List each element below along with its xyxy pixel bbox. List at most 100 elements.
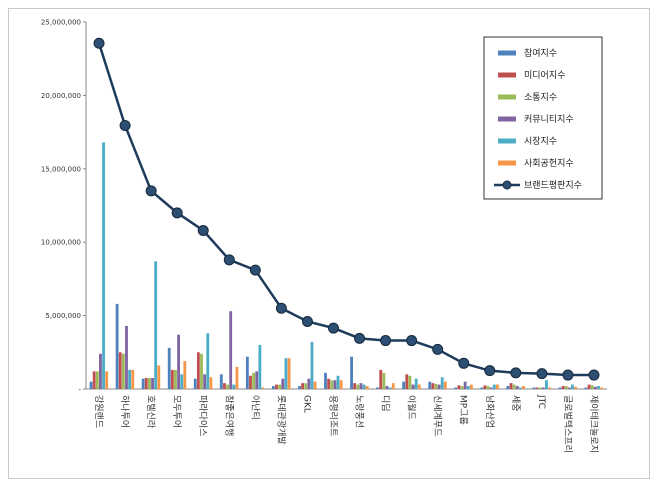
bar <box>417 384 421 389</box>
bar <box>252 372 256 389</box>
legend-swatch <box>498 94 516 100</box>
bar <box>183 361 187 389</box>
bar <box>518 387 522 389</box>
bar <box>102 142 105 389</box>
bar <box>545 380 548 389</box>
bar <box>115 303 119 389</box>
category-label: 호텔신라 <box>145 395 157 429</box>
bar <box>223 383 226 389</box>
bar <box>405 374 409 389</box>
bar <box>564 386 568 389</box>
bar <box>333 380 337 389</box>
bar <box>359 383 363 389</box>
legend-swatch <box>498 50 516 56</box>
bar <box>131 369 135 389</box>
bar <box>567 387 571 389</box>
bar <box>440 377 444 389</box>
bar <box>356 384 360 389</box>
line-point <box>484 365 496 377</box>
category-labels: 강원랜드 하나투어 호텔신라 모두투어 파라다이스 참좋은여행 아난티 롯데관광개발 GKL 용평… <box>93 394 599 453</box>
bar <box>148 377 151 389</box>
line-point <box>562 369 574 381</box>
bar <box>193 378 197 389</box>
bar <box>196 352 200 389</box>
legend-swatch <box>498 72 516 78</box>
bar <box>304 383 308 389</box>
legend-swatch <box>498 116 516 122</box>
line-point <box>249 264 261 276</box>
line-point <box>275 302 287 314</box>
legend-swatch <box>498 160 516 166</box>
line-point <box>145 185 157 197</box>
category-label: 강원랜드 <box>93 395 104 428</box>
bar <box>443 381 447 389</box>
bar <box>353 383 357 389</box>
category-label: 모두투어 <box>171 395 182 428</box>
bar <box>460 386 464 389</box>
bar <box>226 384 229 389</box>
bar <box>509 383 513 389</box>
bar <box>515 386 519 389</box>
bar <box>174 369 177 389</box>
line-point <box>588 369 600 381</box>
bar <box>281 378 285 389</box>
bar <box>284 358 288 389</box>
bar <box>272 386 275 389</box>
bar <box>391 383 395 389</box>
bar <box>365 386 369 389</box>
bar <box>249 375 252 389</box>
bar <box>454 387 458 389</box>
bar <box>496 384 499 389</box>
bar <box>313 381 317 389</box>
bar <box>298 386 301 389</box>
bar <box>402 381 406 389</box>
y-tick-label: 25,000,000 <box>41 19 81 27</box>
y-tick-label: - <box>78 386 81 394</box>
bar <box>532 387 536 389</box>
bar <box>574 386 578 389</box>
bar <box>408 375 412 389</box>
bar <box>336 375 340 389</box>
category-label: 남화산업 <box>484 395 495 428</box>
line-point <box>171 207 183 219</box>
legend-swatch <box>498 138 516 144</box>
line-point <box>327 322 339 334</box>
bar <box>466 386 470 389</box>
bar <box>457 385 461 389</box>
bar <box>414 378 418 389</box>
bar <box>141 378 145 389</box>
bar <box>206 333 210 389</box>
line-point <box>354 332 366 344</box>
bar <box>167 347 171 389</box>
bar <box>411 384 415 389</box>
category-label: 제이테크놀로지 <box>588 395 599 453</box>
bar <box>209 377 213 389</box>
bar <box>492 384 496 389</box>
bar <box>486 386 490 389</box>
line-point <box>119 119 131 131</box>
bar <box>307 378 311 389</box>
line-point <box>432 343 444 355</box>
bar <box>480 387 484 389</box>
category-label: MP그룹 <box>458 395 469 425</box>
bar <box>219 374 223 389</box>
bar <box>428 381 432 389</box>
bar <box>600 387 604 389</box>
bar <box>128 369 132 389</box>
bar <box>92 371 96 389</box>
bar <box>125 325 128 389</box>
category-label: 글로벌텍스프리 <box>562 395 573 453</box>
category-label: 신세계푸드 <box>432 395 444 436</box>
bar <box>382 372 386 389</box>
y-tick-label: 20,000,000 <box>41 92 81 100</box>
bar <box>180 374 184 389</box>
bar <box>463 381 467 389</box>
category-label: 아난티 <box>249 395 260 420</box>
bar <box>388 387 392 389</box>
line-point <box>536 368 548 380</box>
y-tick-label: 15,000,000 <box>41 165 81 173</box>
bar <box>522 386 525 389</box>
bar <box>235 366 239 389</box>
bar <box>170 369 174 389</box>
line-point <box>93 37 105 49</box>
